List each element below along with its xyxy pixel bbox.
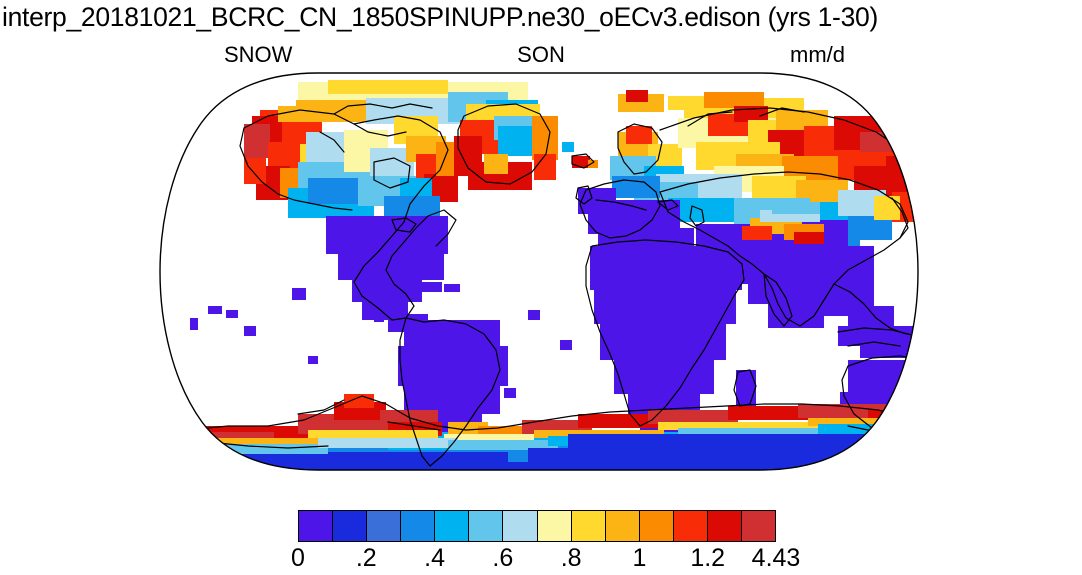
colorbar-tick-5: 1 — [632, 544, 647, 572]
units-label: mm/d — [790, 42, 845, 67]
page-title: interp_20181021_BCRC_CN_1850SPINUPP.ne30… — [2, 2, 878, 32]
colorbar-tick-6: 1.2 — [690, 544, 726, 572]
colorbar-cell-2 — [367, 511, 402, 541]
colorbar-cell-11 — [673, 511, 708, 541]
colorbar-cell-13 — [742, 511, 776, 541]
colorbar-tick-1: .2 — [355, 544, 377, 572]
colorbar-tick-3: .6 — [492, 544, 514, 572]
colorbar-tick-4: .8 — [560, 544, 582, 572]
map-data-raster — [160, 73, 918, 470]
colorbar — [298, 510, 776, 542]
variable-label: SNOW — [224, 42, 293, 67]
colorbar-cell-1 — [333, 511, 368, 541]
colorbar-cell-9 — [605, 511, 640, 541]
colorbar-cell-3 — [401, 511, 436, 541]
colorbar-cell-0 — [299, 511, 334, 541]
colorbar-cell-12 — [707, 511, 743, 541]
colorbar-cell-10 — [639, 511, 674, 541]
colorbar-tick-0: 0 — [291, 544, 305, 572]
colorbar-cell-8 — [571, 511, 606, 541]
season-label: SON — [517, 42, 565, 67]
colorbar-cell-6 — [503, 511, 538, 541]
colorbar-cell-7 — [537, 511, 572, 541]
world-map — [148, 70, 934, 474]
colorbar-tick-2: .4 — [424, 544, 445, 572]
colorbar-cell-5 — [469, 511, 504, 541]
colorbar-tick-labels: 0 .2 .4 .6 .8 1 1.2 4.43 — [0, 543, 1082, 573]
colorbar-tick-7: 4.43 — [751, 544, 801, 572]
colorbar-cell-4 — [435, 511, 470, 541]
